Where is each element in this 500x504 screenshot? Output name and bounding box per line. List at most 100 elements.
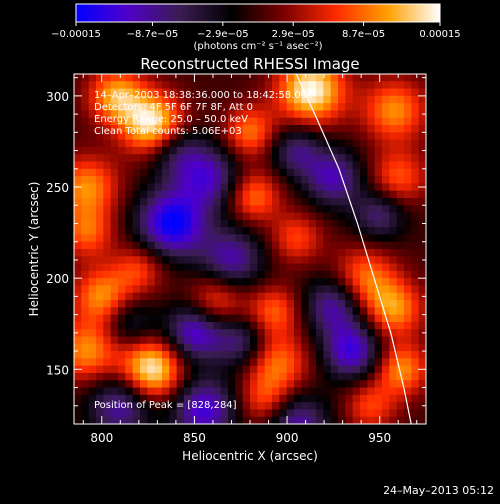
heatmap-cell <box>352 176 361 184</box>
heatmap-cell <box>360 285 368 294</box>
heatmap-cell <box>418 139 426 148</box>
heatmap-cell <box>118 256 126 265</box>
heatmap-cell <box>88 205 97 214</box>
heatmap-cell <box>147 336 156 345</box>
heatmap-cell <box>154 278 163 287</box>
heatmap-cell <box>272 365 280 374</box>
heatmap-cell <box>184 154 192 163</box>
heatmap-cell <box>374 380 383 389</box>
heatmap-cell <box>323 103 332 112</box>
heatmap-cell <box>235 81 244 90</box>
y-axis-label: Heliocentric Y (arcsec) <box>27 182 41 317</box>
heatmap-cell <box>147 270 156 279</box>
heatmap-cell <box>169 205 178 214</box>
heatmap-cell <box>154 81 163 90</box>
heatmap-cell <box>272 270 280 279</box>
heatmap-cell <box>154 154 163 163</box>
heatmap-cell <box>294 212 302 221</box>
heatmap-cell <box>257 380 266 389</box>
heatmap-cell <box>374 336 383 345</box>
heatmap-cell <box>228 139 236 148</box>
heatmap-cell <box>220 103 229 112</box>
heatmap-cell <box>352 190 361 199</box>
heatmap-cell <box>81 117 90 126</box>
heatmap-cell <box>103 351 112 359</box>
heatmap-cell <box>272 176 280 184</box>
heatmap-cell <box>140 343 148 352</box>
heatmap-cell <box>176 161 185 170</box>
heatmap-cell <box>184 358 192 367</box>
heatmap-cell <box>235 249 244 257</box>
heatmap-cell <box>110 402 119 411</box>
heatmap-cell <box>294 285 302 294</box>
heatmap-cell <box>220 212 229 221</box>
heatmap-cell <box>286 292 295 301</box>
heatmap-cell <box>411 205 420 214</box>
heatmap-cell <box>140 95 148 104</box>
heatmap-cell <box>404 372 412 381</box>
heatmap-cell <box>147 285 156 294</box>
heatmap-cell <box>235 409 244 418</box>
heatmap-cell <box>352 168 361 177</box>
heatmap-cell <box>279 110 288 119</box>
time-range-text: 14–Apr–2003 18:38:36.000 to 18:42:58.000 <box>94 90 313 101</box>
heatmap-cell <box>250 219 258 228</box>
heatmap-cell <box>316 197 324 206</box>
heatmap-cell <box>176 183 185 192</box>
heatmap-cell <box>367 183 376 192</box>
heatmap-cell <box>74 190 82 199</box>
heatmap-cell <box>367 103 376 112</box>
heatmap-cell <box>184 125 192 133</box>
heatmap-cell <box>147 249 156 257</box>
heatmap-cell <box>96 314 104 323</box>
heatmap-cell <box>154 409 163 418</box>
heatmap-cell <box>323 146 332 155</box>
heatmap-cell <box>110 387 119 396</box>
heatmap-cell <box>418 161 426 170</box>
heatmap-cell <box>382 402 390 411</box>
heatmap-cell <box>272 190 280 199</box>
heatmap-cell <box>162 103 170 112</box>
heatmap-cell <box>418 212 426 221</box>
heatmap-cell <box>367 402 376 411</box>
heatmap-cell <box>110 132 119 141</box>
heatmap-cell <box>213 256 222 265</box>
heatmap-cell <box>257 110 266 119</box>
heatmap-cell <box>162 146 170 155</box>
heatmap-cell <box>118 358 126 367</box>
heatmap-cell <box>154 256 163 265</box>
heatmap-cell <box>404 125 412 133</box>
heatmap-cell <box>294 117 302 126</box>
heatmap-cell <box>404 110 412 119</box>
heatmap-cell <box>316 205 324 214</box>
heatmap-cell <box>242 139 251 148</box>
heatmap-cell <box>140 314 148 323</box>
heatmap-cell <box>198 205 207 214</box>
heatmap-cell <box>404 88 412 97</box>
heatmap-cell <box>272 329 280 338</box>
heatmap-cell <box>272 154 280 163</box>
heatmap-cell <box>257 241 266 250</box>
heatmap-cell <box>360 358 368 367</box>
heatmap-cell <box>286 402 295 411</box>
heatmap-cell <box>176 329 185 338</box>
heatmap-cell <box>323 197 332 206</box>
heatmap-cell <box>338 190 346 199</box>
heatmap-cell <box>294 234 302 243</box>
heatmap-cell <box>272 249 280 257</box>
heatmap-cell <box>367 74 376 82</box>
heatmap-cell <box>323 154 332 163</box>
heatmap-cell <box>96 416 104 424</box>
heatmap-cell <box>140 402 148 411</box>
heatmap-cell <box>308 81 317 90</box>
heatmap-cell <box>132 416 141 424</box>
heatmap-cell <box>301 249 310 257</box>
heatmap-cell <box>279 74 288 82</box>
heatmap-cell <box>228 132 236 141</box>
heatmap-cell <box>125 249 134 257</box>
heatmap-cell <box>360 212 368 221</box>
heatmap-cell <box>140 409 148 418</box>
heatmap-cell <box>418 285 426 294</box>
heatmap-cell <box>264 190 273 199</box>
heatmap-cell <box>147 314 156 323</box>
